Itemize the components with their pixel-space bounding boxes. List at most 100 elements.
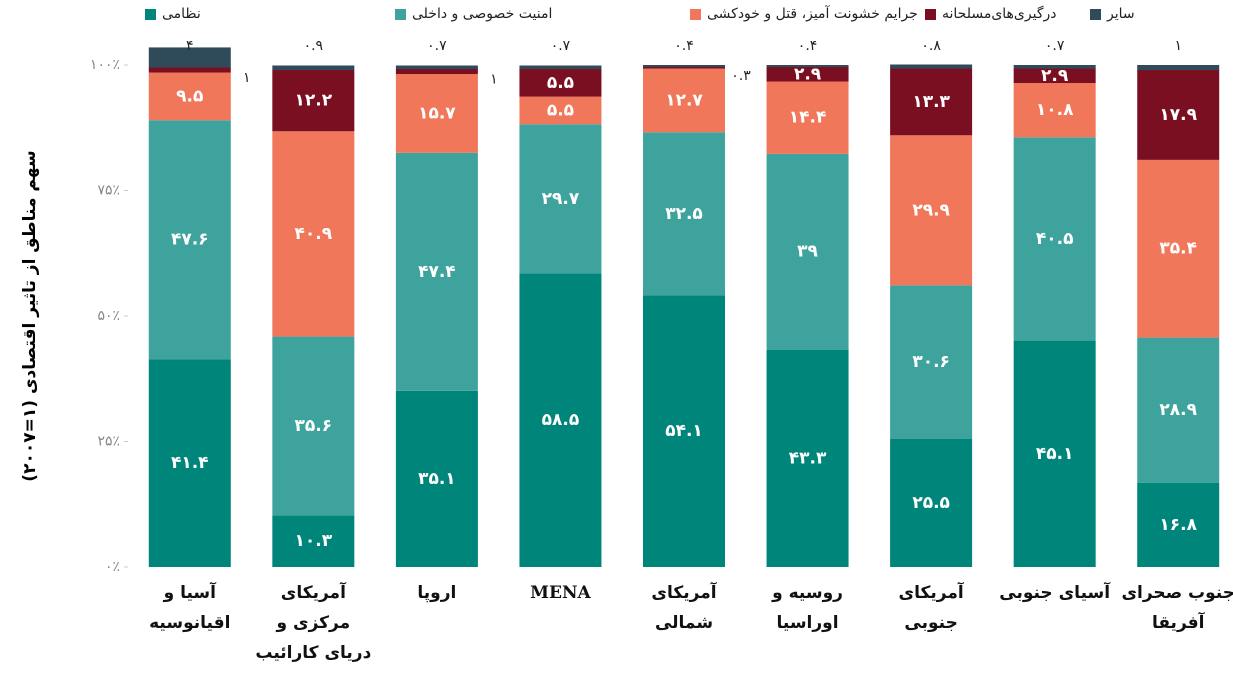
legend-swatch	[145, 8, 156, 20]
bar-segment	[395, 65, 478, 70]
value-label: ۲.۹	[1041, 66, 1069, 86]
value-label: ۰.۸	[921, 38, 941, 54]
bar-segment	[519, 273, 602, 567]
bar-segment	[1013, 65, 1096, 69]
value-label: ۰.۴	[674, 38, 694, 54]
value-label: ۰.۴	[798, 38, 818, 54]
x-tick-label: اروپا	[417, 583, 457, 603]
bar-segment	[1137, 482, 1220, 567]
value-label: ۳۰.۶	[912, 352, 950, 372]
value-label: ۲۹.۹	[912, 200, 950, 220]
value-label: ۱	[1174, 38, 1182, 54]
bar-segment	[1137, 65, 1220, 71]
value-label: ۱۲.۲	[295, 91, 333, 111]
bar-segment	[148, 359, 231, 567]
bar-segment	[766, 153, 849, 350]
value-label: ۲۸.۹	[1159, 400, 1197, 420]
legend-swatch	[1090, 8, 1101, 20]
legend-label: درگیری‌های‌مسلحانه	[942, 6, 1057, 22]
bar-segment	[766, 81, 849, 154]
value-label: ۰.۷	[1045, 38, 1065, 54]
bar-segment	[519, 96, 602, 125]
y-tick-label: ۱۰۰٪	[90, 57, 120, 73]
legend-item: جرایم خشونت آمیز، قتل و خودکشی	[690, 6, 918, 22]
legend-label: امنیت خصوصی و داخلی	[412, 6, 553, 22]
value-label: ۰.۹	[304, 38, 324, 54]
y-tick-label: ۵۰٪	[97, 308, 120, 324]
bar-segment	[1013, 137, 1096, 341]
value-label: ۵۸.۵	[542, 410, 580, 430]
bar-segment	[643, 65, 725, 68]
bar-segment	[1013, 68, 1096, 84]
value-label: ۵.۵	[547, 73, 574, 93]
bar-segment	[148, 120, 231, 360]
value-label: ۳۹	[797, 242, 818, 262]
bar-segment	[890, 135, 973, 286]
value-label: ۲.۹	[794, 64, 822, 84]
x-tick-label: جنوب صحرای آفریقا	[1121, 583, 1233, 633]
value-label: ۳۵.۱	[418, 469, 456, 489]
bar-segment	[643, 295, 725, 567]
value-label: ۴۱.۴	[171, 453, 209, 473]
bar-segment	[519, 65, 602, 70]
value-label: ۴۵.۱	[1036, 444, 1074, 464]
x-tick-label: آمریکای شمالی	[651, 583, 717, 633]
value-label: ۱	[490, 72, 498, 88]
bar-segment	[272, 70, 355, 132]
bar-segment	[395, 74, 478, 153]
x-tick-label: روسیه و اوراسیا	[772, 583, 843, 633]
value-label: ۳۲.۵	[665, 204, 703, 224]
value-label: ۳۵.۴	[1159, 239, 1197, 259]
bar-segment	[643, 67, 725, 69]
x-tick-label: آمریکای جنوبی	[898, 583, 964, 633]
bar-segment	[272, 515, 355, 567]
x-tick-label: MENA	[530, 583, 591, 603]
value-label: ۴۷.۴	[418, 262, 456, 282]
y-tick-label: ۰٪	[105, 559, 120, 575]
value-label: ۵.۵	[547, 100, 574, 120]
value-label: ۲۵.۵	[912, 493, 950, 513]
x-tick-label: آسیای جنوبی	[999, 583, 1111, 603]
bar-segment	[1137, 70, 1220, 160]
value-label: ۴	[186, 38, 194, 54]
bar-segment	[643, 68, 725, 133]
legend-item: سایر	[1090, 6, 1135, 22]
legend-label: سایر	[1107, 6, 1135, 22]
value-label: ۱۵.۷	[418, 103, 456, 123]
value-label: ۴۳.۳	[789, 448, 827, 468]
legend-item: امنیت خصوصی و داخلی	[395, 6, 552, 22]
bar-segment	[1013, 83, 1096, 138]
bar-segment	[395, 69, 478, 75]
bar-segment	[890, 285, 973, 439]
value-label: ۰.۳	[731, 68, 751, 84]
legend-swatch	[395, 8, 406, 20]
bar-segment	[1137, 159, 1220, 338]
legend-label: جرایم خشونت آمیز، قتل و خودکشی	[707, 6, 918, 22]
value-label: ۰.۷	[551, 38, 571, 54]
bar-segment	[766, 65, 849, 68]
value-label: ۳۵.۶	[295, 416, 333, 436]
x-tick-label: آسیا و اقیانوسیه	[149, 583, 231, 633]
value-label: ۱۶.۸	[1159, 515, 1197, 535]
bar-segment	[148, 67, 231, 73]
bar-segment	[890, 438, 973, 567]
legend-item: درگیری‌های‌مسلحانه	[925, 6, 1057, 22]
bar-segment	[148, 72, 231, 121]
y-tick-label: ۲۵٪	[97, 434, 120, 450]
value-label: ۵۴.۱	[665, 421, 703, 441]
value-label: ۴۷.۶	[171, 230, 209, 250]
legend-label: نظامی	[162, 6, 201, 22]
bar-segment	[1137, 337, 1220, 483]
bar-segment	[272, 65, 355, 71]
value-label: ۱۰.۸	[1036, 100, 1074, 120]
bar-segment	[395, 390, 478, 567]
value-label: ۴۰.۵	[1036, 229, 1074, 249]
bar-segment	[272, 131, 355, 337]
value-label: ۱۷.۹	[1159, 105, 1197, 125]
value-label: ۹.۵	[176, 86, 203, 106]
value-label: ۱۲.۷	[665, 90, 703, 110]
bar-segment	[519, 124, 602, 274]
bar-segment	[519, 69, 602, 97]
